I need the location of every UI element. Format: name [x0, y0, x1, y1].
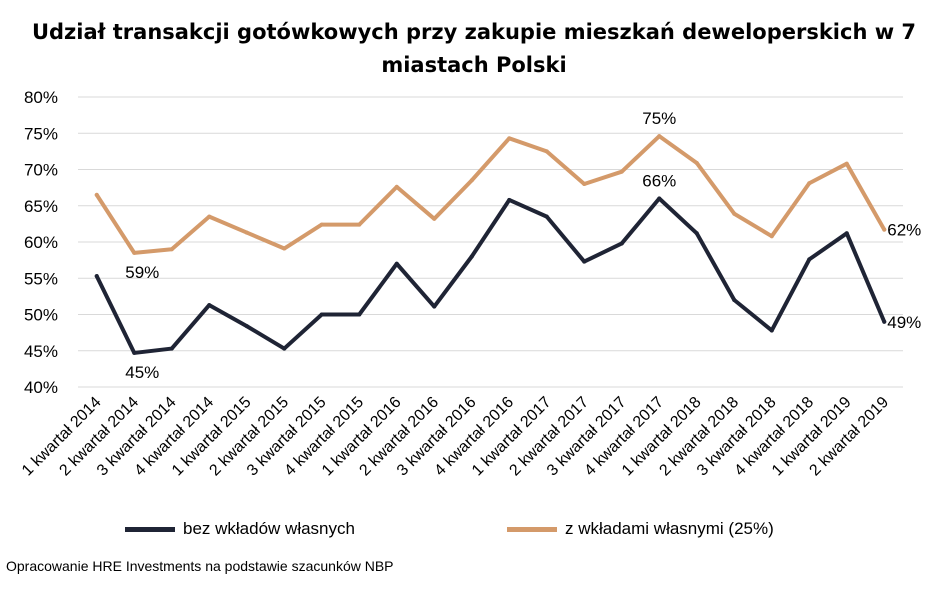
data-point [732, 298, 737, 302]
data-point [844, 161, 849, 166]
legend-label-series-1: bez wkładów własnych [183, 519, 355, 538]
data-label: 75% [642, 109, 676, 128]
data-point [807, 257, 812, 262]
data-point [657, 196, 662, 201]
y-tick-label: 50% [24, 306, 58, 325]
data-point [769, 328, 774, 333]
data-point [432, 304, 437, 309]
data-point [207, 303, 212, 308]
legend-swatch-series-1 [125, 526, 175, 532]
y-tick-label: 65% [24, 197, 58, 216]
data-point [807, 181, 812, 186]
data-label: 62% [887, 221, 921, 240]
grid-lines [78, 96, 903, 388]
data-point [582, 259, 587, 264]
data-point [657, 134, 662, 139]
data-point [132, 250, 137, 255]
data-point [507, 136, 512, 141]
data-point [94, 192, 99, 197]
data-point [282, 246, 287, 251]
data-point [469, 254, 474, 259]
y-tick-label: 40% [24, 378, 58, 397]
data-labels: 45% 66% 49% 59% 75% 62% [125, 109, 921, 382]
legend-item-bez-wkladow: bez wkładów własnych [125, 519, 355, 539]
data-point [169, 247, 174, 252]
legend-swatch-series-2 [507, 526, 557, 532]
y-tick-label: 60% [24, 233, 58, 252]
data-point [132, 350, 137, 355]
data-point [432, 216, 437, 221]
data-point [244, 324, 249, 329]
data-point [694, 231, 699, 236]
y-axis: 40% 45% 50% 55% 60% 65% 70% 75% 80% [24, 88, 58, 397]
data-point [544, 214, 549, 219]
y-tick-label: 45% [24, 342, 58, 361]
data-point [507, 197, 512, 202]
series-line-2 [94, 134, 887, 255]
data-point [844, 231, 849, 236]
series-line-1 [94, 196, 887, 355]
data-point [394, 184, 399, 189]
data-point [619, 241, 624, 246]
data-point [394, 261, 399, 266]
y-tick-label: 80% [24, 88, 58, 107]
data-point [732, 211, 737, 216]
y-tick-label: 75% [24, 124, 58, 143]
data-point [582, 182, 587, 186]
data-label: 49% [887, 313, 921, 332]
y-tick-label: 55% [24, 269, 58, 288]
data-point [769, 234, 774, 239]
data-point [94, 274, 99, 279]
data-point [244, 230, 249, 235]
data-point [544, 149, 549, 154]
data-point [357, 222, 362, 227]
data-point [882, 227, 887, 232]
data-point [694, 160, 699, 165]
data-point [319, 312, 324, 317]
data-point [469, 178, 474, 183]
data-point [619, 169, 624, 174]
data-label: 59% [125, 263, 159, 282]
data-point [207, 214, 212, 219]
data-point [357, 312, 362, 317]
data-point [882, 319, 887, 324]
legend-label-series-2: z wkładami własnymi (25%) [565, 519, 774, 538]
data-label: 66% [642, 172, 676, 191]
data-point [319, 222, 324, 227]
data-label: 45% [125, 363, 159, 382]
data-point [169, 346, 174, 351]
legend-item-z-wkladami: z wkładami własnymi (25%) [507, 519, 774, 539]
chart-title: Udział transakcji gotówkowych przy zakup… [31, 20, 917, 77]
y-tick-label: 70% [24, 161, 58, 180]
series-lines [94, 134, 887, 355]
data-point [282, 346, 287, 351]
source-note: Opracowanie HRE Investments na podstawie… [6, 558, 394, 574]
